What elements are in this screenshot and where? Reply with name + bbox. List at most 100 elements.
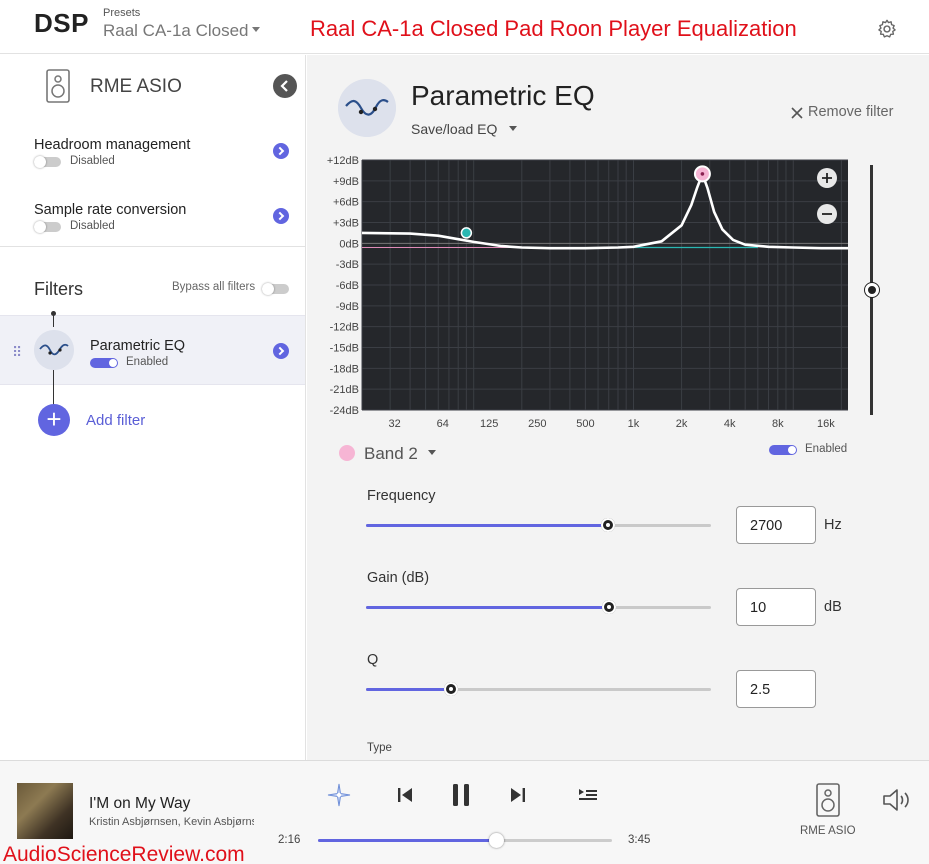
header: DSP Presets Raal CA-1a Closed Raal CA-1a… [0,0,929,54]
y-tick-label: -18dB [330,363,359,375]
filters-heading: Filters [34,279,83,299]
filter-title: Parametric EQ [411,80,595,111]
y-tick-label: 0dB [339,238,359,250]
player-bar: I'M on My Way Kristin Asbjørnsen, Kevin … [0,760,929,864]
x-tick-label: 32 [388,418,400,430]
gain-slider-knob[interactable] [602,600,617,614]
main-panel: Parametric EQ Save/load EQ Remove filter… [307,55,929,760]
frequency-input[interactable]: 2700 [736,506,816,544]
bypass-all-filters-label: Bypass all filters [172,281,256,293]
frequency-slider-fill [366,524,608,527]
plus-icon [822,173,832,183]
band-color-dot [339,445,355,461]
q-slider-knob[interactable] [443,682,458,696]
collapse-sidebar-button[interactable] [273,74,297,98]
y-tick-label: +3dB [333,218,359,230]
frequency-slider[interactable] [366,518,711,532]
zone-label[interactable]: RME ASIO [800,825,856,837]
y-tick-label: -3dB [336,259,359,271]
y-tick-label: -12dB [330,322,359,334]
x-tick-label: 125 [480,418,498,430]
sample-rate-conversion-open-button[interactable] [273,208,289,224]
preset-dropdown[interactable]: Raal CA-1a Closed [103,21,249,40]
radio-sparkle-icon[interactable] [327,783,351,807]
x-tick-label: 16k [817,418,835,430]
bypass-all-filters-toggle[interactable] [262,283,289,295]
headroom-management-open-button[interactable] [273,143,289,159]
seek-bar[interactable] [318,833,612,848]
x-tick-label: 250 [528,418,546,430]
filter-status: Enabled [126,356,169,368]
x-tick-label: 500 [576,418,594,430]
watermark: AudioScienceReview.com [3,843,245,864]
save-load-eq-dropdown[interactable]: Save/load EQ [411,121,498,137]
add-filter-label[interactable]: Add filter [86,412,146,429]
chevron-down-icon[interactable] [509,126,517,131]
time-elapsed: 2:16 [278,834,301,846]
headroom-management-status: Disabled [70,155,115,167]
band-selector[interactable]: Band 2 [364,444,418,463]
y-tick-label: +9dB [333,176,359,188]
gain-label: Gain (dB) [367,570,430,586]
volume-icon[interactable] [882,787,914,813]
y-tick-label: -6dB [336,280,359,292]
seek-bar-fill [318,839,496,842]
band1-handle[interactable] [460,227,473,239]
chain-line [53,370,54,408]
seek-bar-knob[interactable] [488,833,504,848]
band-enabled-label: Enabled [805,443,848,455]
track-artist[interactable]: Kristin Asbjørnsen, Kevin Asbjørnsen [89,816,254,828]
output-gain-slider-knob[interactable] [865,283,879,297]
y-tick-label: +12dB [327,155,359,167]
chevron-down-icon[interactable] [252,27,260,32]
y-tick-label: -9dB [336,301,359,313]
next-track-icon[interactable] [509,786,527,804]
filter-enabled-toggle[interactable] [90,358,118,368]
type-label: Type [367,742,392,754]
eq-response-curve [361,172,848,250]
gain-slider[interactable] [366,600,711,614]
sample-rate-conversion-toggle[interactable] [34,221,61,233]
headroom-management-label: Headroom management [34,137,191,153]
chevron-down-icon[interactable] [428,450,436,455]
eq-response-chart[interactable]: +12dB +9dB +6dB +3dB 0dB -3dB -6dB -9dB -12dB -15… [307,155,867,440]
frequency-slider-knob[interactable] [600,518,615,532]
parametric-eq-icon [338,79,396,137]
speaker-icon [46,69,70,103]
y-tick-label: -15dB [330,343,359,355]
queue-icon[interactable] [578,787,598,803]
q-slider-fill [366,688,451,691]
remove-filter-button[interactable]: Remove filter [808,104,894,120]
filter-open-button[interactable] [273,343,289,359]
x-tick-label: 1k [628,418,640,430]
band-enabled-toggle[interactable] [769,445,797,455]
pause-icon[interactable] [451,783,471,807]
q-slider[interactable] [366,682,711,696]
filter-row-parametric-eq[interactable]: ⠿ Parametric EQ Enabled [0,315,305,385]
divider [0,246,306,247]
previous-track-icon[interactable] [396,786,414,804]
gain-input[interactable]: 10 [736,588,816,626]
sample-rate-conversion-status: Disabled [70,220,115,232]
close-icon[interactable] [791,106,805,120]
headroom-management-toggle[interactable] [34,156,61,168]
track-title[interactable]: I'M on My Way [89,795,191,812]
frequency-unit: Hz [824,517,842,533]
y-tick-label: -21dB [330,384,359,396]
drag-handle-icon[interactable]: ⠿ [12,344,22,360]
sidebar: RME ASIO Headroom management Disabled Sa… [0,55,306,760]
speaker-icon[interactable] [816,783,840,817]
gear-icon[interactable] [876,18,898,40]
y-tick-label: -24dB [330,405,359,417]
add-filter-button[interactable]: + [38,404,70,436]
gain-slider-fill [366,606,610,609]
q-label: Q [367,652,379,668]
band2-handle-center [700,172,705,176]
page-title: DSP [34,8,89,38]
filter-name: Parametric EQ [90,338,186,354]
album-art[interactable] [17,783,73,839]
chain-line [53,313,54,327]
parametric-eq-icon [34,330,74,370]
q-input[interactable]: 2.5 [736,670,816,708]
